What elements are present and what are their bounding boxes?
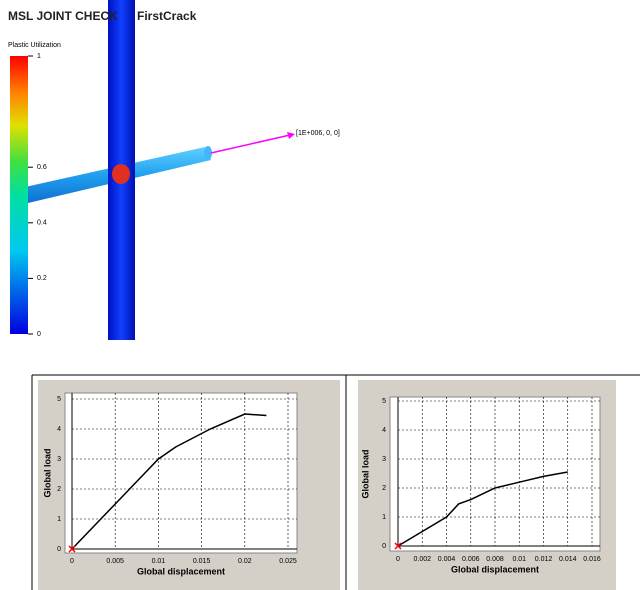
x-tick-label: 0.016: [583, 556, 601, 563]
plot-area: [65, 393, 297, 553]
x-tick-label: 0.008: [486, 556, 504, 563]
x-tick-label: 0.012: [535, 556, 553, 563]
subtitle: FirstCrack: [137, 9, 197, 23]
y-axis-label: Global load: [360, 449, 370, 498]
x-tick-label: 0.005: [106, 558, 124, 565]
colorbar: [10, 56, 28, 334]
y-tick-label: 4: [382, 427, 386, 434]
load-arrow: [211, 135, 290, 153]
y-tick-label: 2: [57, 486, 61, 493]
y-tick-label: 3: [57, 456, 61, 463]
x-tick-label: 0.002: [413, 556, 431, 563]
screen: [1E+006, 0, 0] MSL JOINT CHECK FirstCrac…: [0, 0, 640, 590]
y-tick-label: 2: [382, 485, 386, 492]
y-tick-label: 5: [382, 398, 386, 405]
y-tick-label: 1: [57, 516, 61, 523]
y-axis-label: Global load: [42, 448, 52, 497]
x-tick-label: 0.01: [512, 556, 526, 563]
colorbar-tick-label: 0.6: [37, 164, 47, 171]
x-tick-label: 0.025: [279, 558, 297, 565]
x-tick-label: 0.02: [238, 558, 252, 565]
x-tick-label: 0: [396, 556, 400, 563]
title: MSL JOINT CHECK: [8, 9, 118, 23]
hot-spot: [112, 164, 130, 184]
y-tick-label: 0: [382, 543, 386, 550]
colorbar-tick-label: 0: [37, 331, 41, 338]
model-view: [1E+006, 0, 0]: [25, 0, 340, 340]
colorbar-tick-label: 0.4: [37, 220, 47, 227]
x-tick-label: 0.004: [438, 556, 456, 563]
y-tick-label: 0: [57, 546, 61, 553]
load-label: [1E+006, 0, 0]: [296, 130, 340, 137]
x-tick-label: 0.014: [559, 556, 577, 563]
colorbar-tick-label: 0.2: [37, 275, 47, 282]
x-axis-label: Global displacement: [137, 566, 225, 576]
brace-end: [204, 146, 212, 160]
arrow-head: [287, 132, 295, 139]
x-tick-label: 0.015: [193, 558, 211, 565]
x-tick-label: 0: [70, 558, 74, 565]
x-tick-label: 0.01: [152, 558, 166, 565]
x-axis-label: Global displacement: [451, 564, 539, 574]
x-tick-label: 0.006: [462, 556, 480, 563]
y-tick-label: 3: [382, 456, 386, 463]
y-tick-label: 1: [382, 514, 386, 521]
y-tick-label: 4: [57, 426, 61, 433]
colorbar-label: Plastic Utilization: [8, 42, 61, 49]
colorbar-tick-label: 1: [37, 53, 41, 60]
y-tick-label: 5: [57, 396, 61, 403]
